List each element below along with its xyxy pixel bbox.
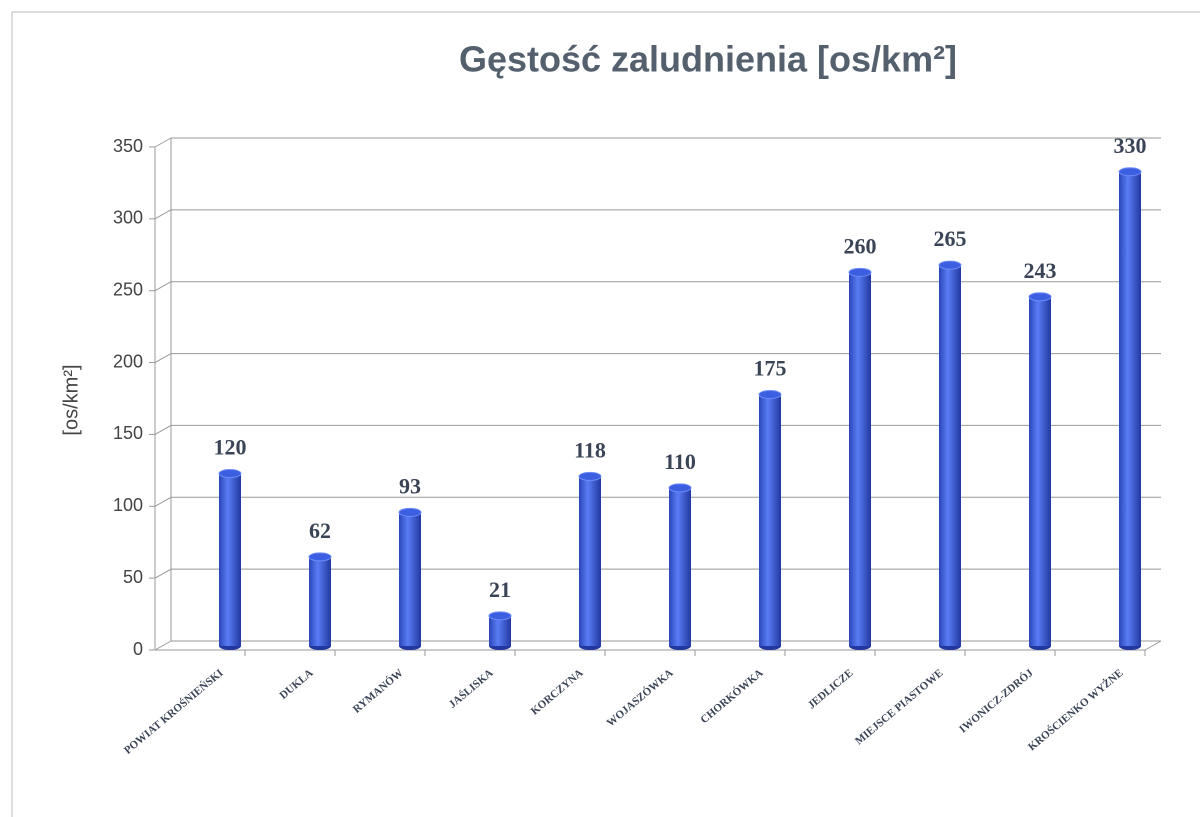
bar-cap (398, 507, 422, 517)
x-tick-label: WOJASZÓWKA (605, 667, 676, 729)
value-label: 260 (844, 233, 877, 258)
bar (669, 487, 691, 646)
value-label: 330 (1114, 133, 1147, 158)
value-label: 110 (664, 449, 696, 474)
bar-cap (308, 552, 332, 562)
bar (489, 615, 511, 646)
y-axis-label: [os/km²] (60, 364, 82, 435)
x-tick-label: JAŚLISKA (447, 667, 496, 711)
y-tick-label: 250 (113, 279, 143, 299)
grid-depth (154, 496, 172, 507)
bar (579, 476, 601, 646)
bar-cap (938, 260, 962, 270)
value-label: 120 (214, 435, 247, 460)
grid-depth (154, 640, 172, 651)
x-tick-label: DUKLA (277, 667, 315, 702)
grid-depth (154, 568, 172, 579)
bar-cap (758, 390, 782, 399)
x-tick-label: RYMANÓW (351, 667, 406, 716)
bar (849, 272, 871, 646)
x-tick-label: IWONICZ-ZDRÓJ (957, 667, 1036, 736)
value-label: 265 (934, 226, 967, 251)
x-tick-label: MIEJSCE PIASTOWE (853, 667, 946, 747)
x-tick-label: POWIAT KROŚNIEŃSKI (122, 667, 226, 757)
y-tick-label: 350 (113, 136, 143, 156)
value-label: 118 (574, 437, 606, 462)
value-label: 175 (754, 356, 787, 381)
x-tick-label: CHORKÓWKA (698, 667, 765, 726)
grid-depth (154, 137, 172, 148)
chart-border (11, 11, 1200, 817)
x-tick-label: KORCZYNA (529, 667, 586, 717)
floor-side (1144, 640, 1162, 651)
bar-cap (578, 471, 602, 481)
y-tick-label: 0 (133, 639, 143, 659)
bar (219, 473, 241, 646)
bar-cap (668, 483, 692, 493)
bar-cap (848, 267, 872, 277)
bar (759, 394, 781, 646)
grid-depth (154, 424, 172, 435)
bar (1119, 171, 1141, 646)
value-label: 93 (399, 473, 421, 498)
y-tick-label: 200 (113, 351, 143, 371)
y-tick-label: 300 (113, 208, 143, 228)
bar-cap (1028, 292, 1052, 302)
grid-depth (154, 281, 172, 292)
y-tick-label: 100 (113, 495, 143, 515)
value-label: 21 (489, 577, 511, 602)
bar (309, 556, 331, 646)
bar (399, 512, 421, 646)
grid-depth (154, 353, 172, 364)
value-label: 62 (309, 518, 331, 543)
chart-title: Gęstość zaludnienia [os/km²] (459, 39, 957, 80)
grid-depth (154, 209, 172, 220)
x-tick-label: KROŚCIENKO WYŻNE (1026, 667, 1126, 753)
value-label: 243 (1024, 258, 1057, 283)
bar-cap (488, 611, 512, 621)
bar (939, 265, 961, 646)
bar-cap (1118, 167, 1142, 177)
bar (1029, 296, 1051, 646)
bar-cap (218, 469, 242, 479)
x-tick-label: JEDLICZE (806, 667, 856, 712)
y-tick-label: 150 (113, 423, 143, 443)
y-tick-label: 50 (123, 567, 143, 587)
